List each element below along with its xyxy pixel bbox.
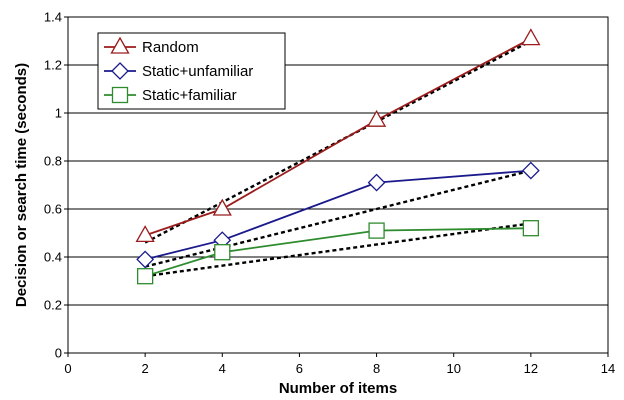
series-line: [144, 169, 531, 261]
y-tick-label: 0.6: [44, 202, 62, 217]
x-tick-label: 4: [219, 361, 226, 376]
x-tick-label: 6: [296, 361, 303, 376]
x-tick-label: 2: [142, 361, 149, 376]
legend-label: Static+unfamiliar: [142, 63, 253, 80]
legend-item: Static+unfamiliar: [104, 62, 253, 80]
plot-area-frame: [67, 16, 609, 354]
y-tick-label: 1: [55, 106, 62, 121]
data-point-triangle: [212, 198, 232, 216]
legend-item: Static+familiar: [104, 86, 237, 104]
data-point-triangle: [366, 109, 387, 127]
legend-marker-diamond: [111, 62, 129, 80]
y-tick-label: 0.8: [44, 154, 62, 169]
data-series: [135, 28, 541, 285]
y-tick-label: 1.2: [44, 58, 62, 73]
x-tick-label: 0: [64, 361, 71, 376]
series-line: [144, 227, 531, 278]
data-point-diamond: [367, 173, 386, 192]
legend-label: Random: [142, 39, 199, 56]
axis-ticks: 0 0.2 0.4 0.6 0.8 1 1.2 1.4 0 2 4 6 8 10 12 14: [44, 10, 615, 377]
series-random: [135, 28, 541, 243]
legend-marker-square: [111, 86, 129, 104]
series-line: [144, 37, 532, 237]
legend: Random Static+unfamiliar Static+familiar: [97, 32, 286, 110]
y-tick-label: 0: [55, 346, 62, 361]
x-axis-title: Number of items: [279, 380, 397, 397]
trend-line-3: [144, 222, 532, 278]
data-point-diamond: [521, 161, 540, 180]
y-tick-label: 0.2: [44, 298, 62, 313]
series-static-unfamiliar: [136, 161, 540, 269]
data-point-square: [522, 220, 540, 237]
y-tick-label: 1.4: [44, 10, 62, 25]
y-axis-title: Decision or search time (seconds): [13, 63, 30, 307]
data-point-square: [214, 244, 231, 261]
y-tick-label: 0.4: [44, 250, 62, 265]
legend-marker-triangle: [110, 36, 130, 54]
x-tick-label: 8: [373, 361, 380, 376]
x-tick-label: 12: [524, 361, 538, 376]
x-tick-label: 10: [446, 361, 460, 376]
x-tick-label: 14: [601, 361, 615, 376]
data-point-square: [136, 268, 154, 285]
trend-line-2: [144, 169, 532, 268]
data-point-square: [368, 222, 385, 239]
data-point-triangle: [135, 225, 155, 243]
legend-label: Static+familiar: [142, 87, 237, 104]
legend-item: Random: [104, 36, 199, 56]
data-point-diamond: [136, 250, 155, 269]
series-static-familiar: [136, 220, 540, 285]
data-point-triangle: [521, 28, 541, 46]
